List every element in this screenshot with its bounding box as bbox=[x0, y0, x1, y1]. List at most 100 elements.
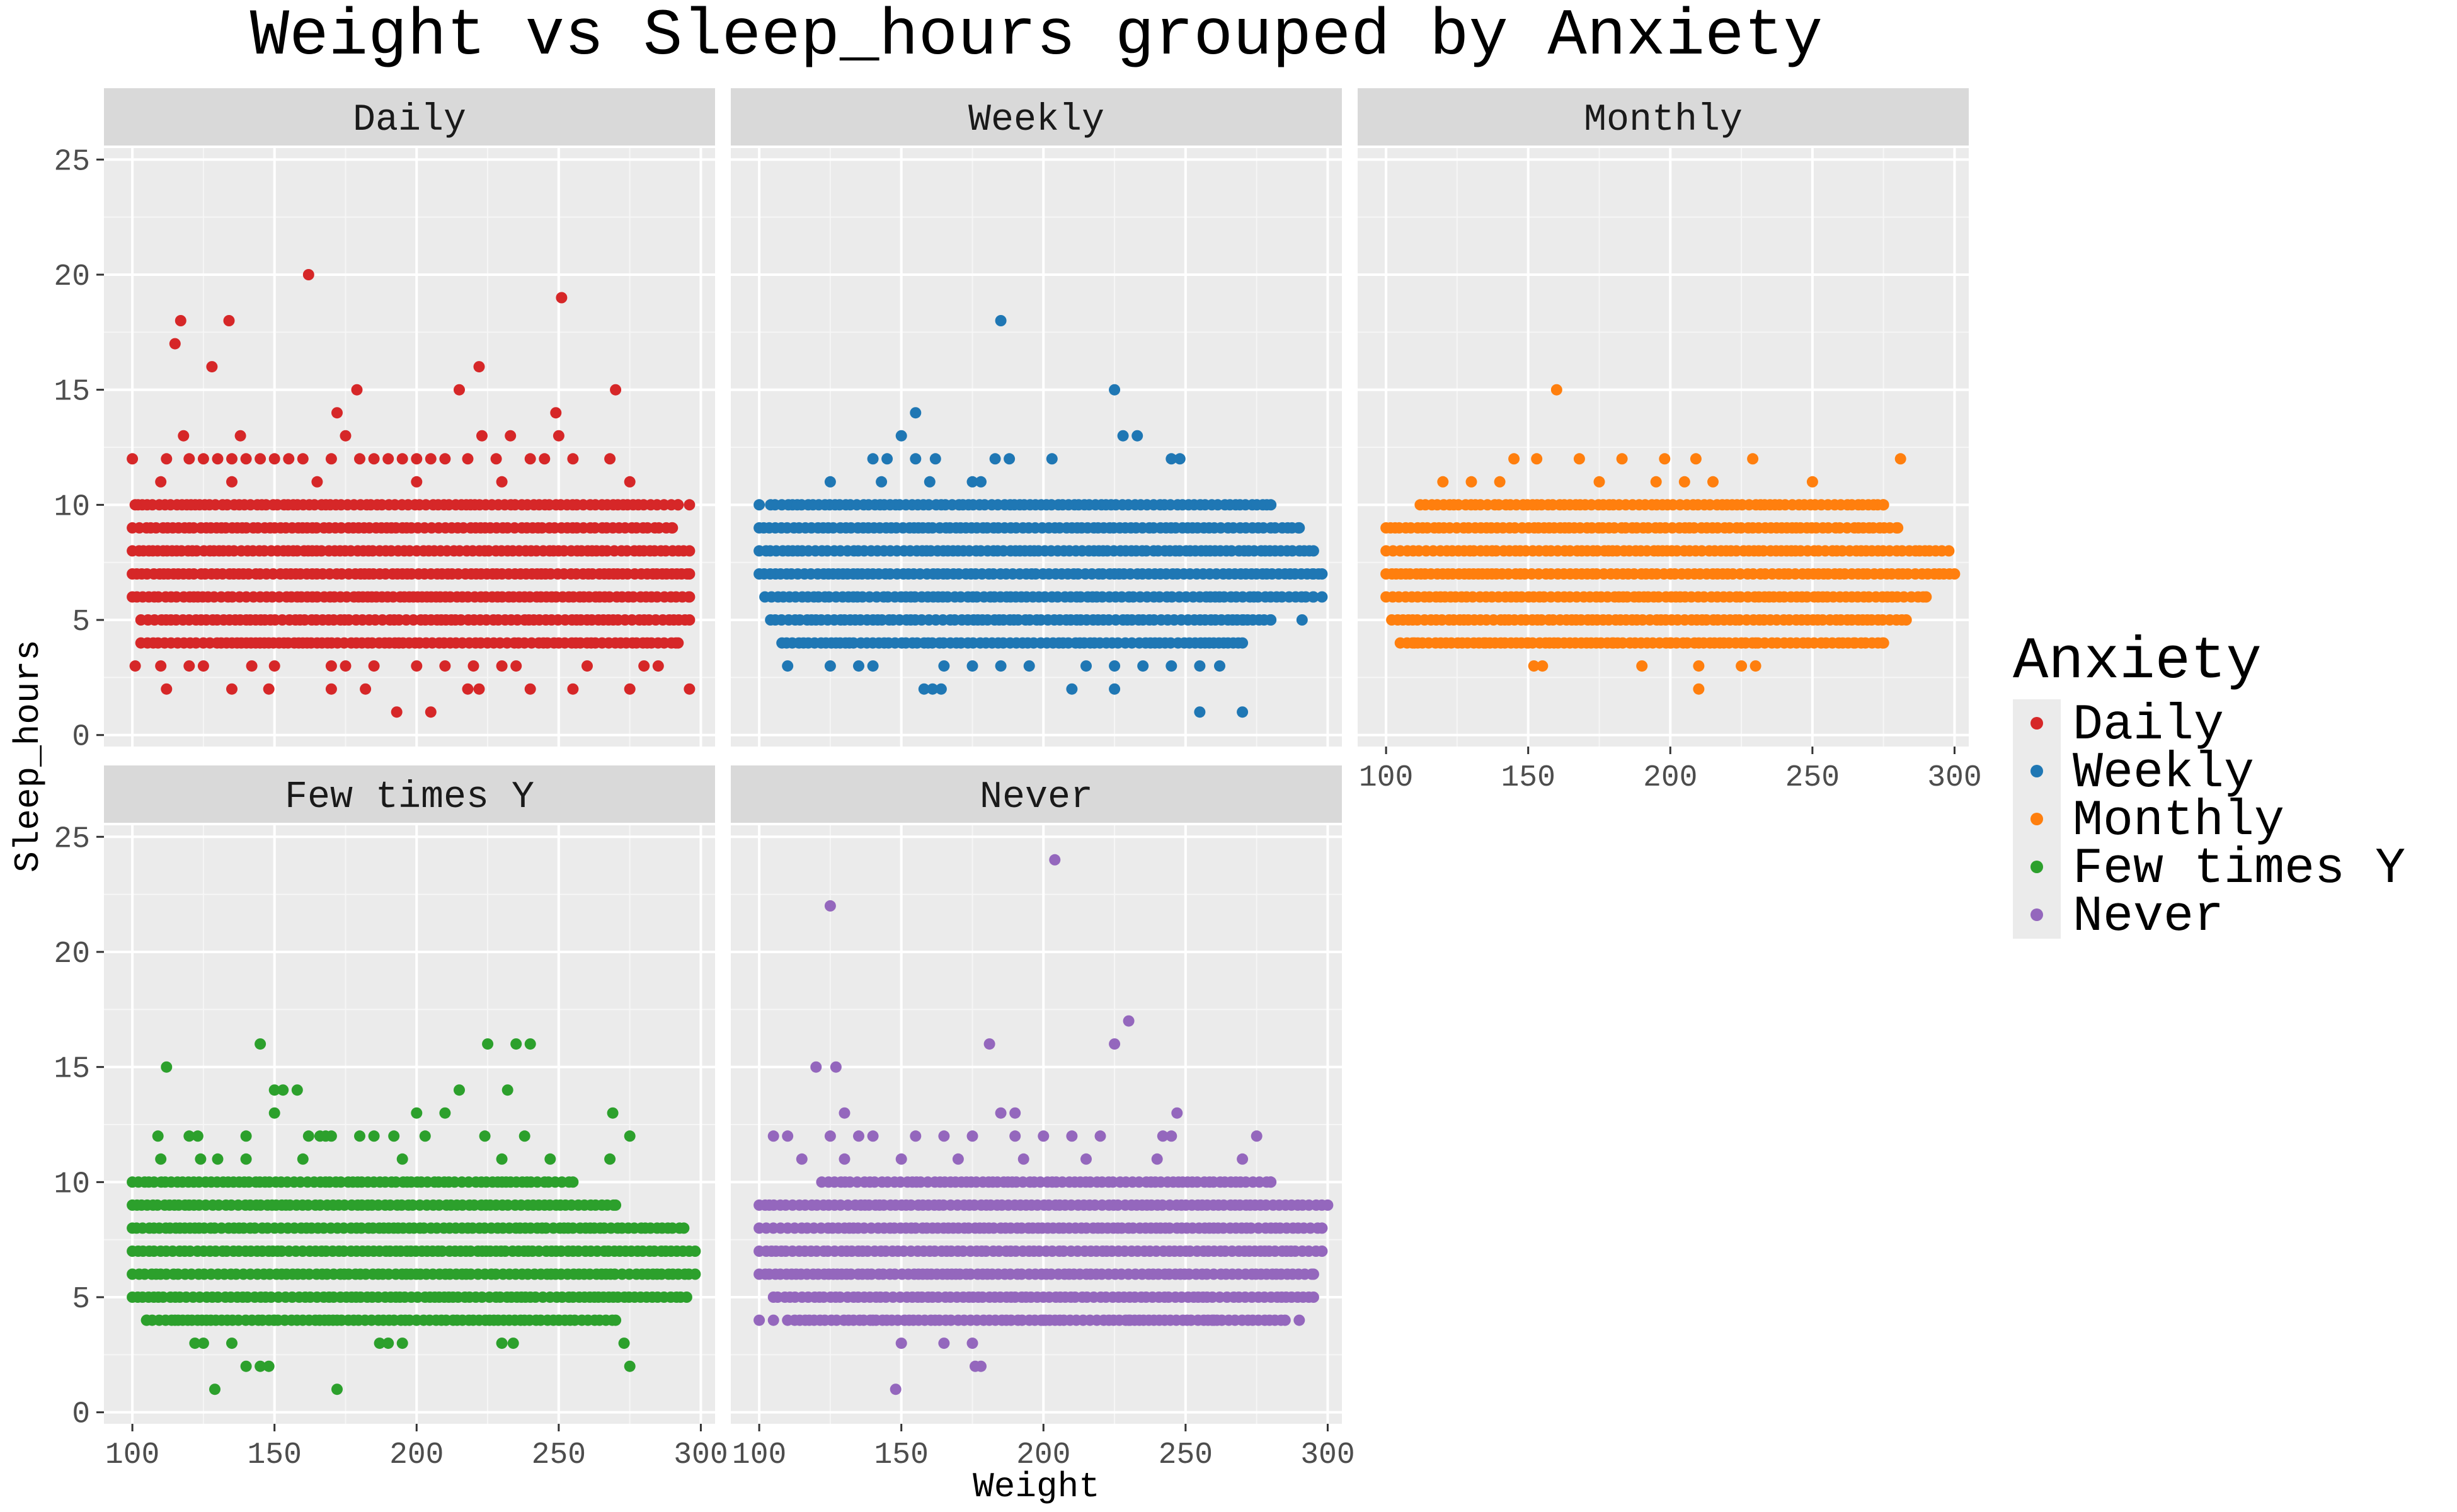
data-point bbox=[938, 1130, 950, 1142]
data-point bbox=[462, 453, 474, 465]
facet-strip-label: Never bbox=[980, 776, 1093, 819]
data-point bbox=[966, 1337, 978, 1349]
data-point bbox=[924, 476, 936, 488]
data-point bbox=[351, 384, 363, 396]
data-point bbox=[824, 476, 836, 488]
data-point bbox=[1528, 660, 1540, 672]
data-point bbox=[638, 660, 650, 672]
data-point bbox=[895, 430, 907, 442]
data-point bbox=[183, 1130, 195, 1142]
data-point bbox=[382, 1337, 394, 1349]
data-point bbox=[263, 683, 275, 695]
data-point bbox=[1046, 453, 1058, 465]
y-tick-label: 25 bbox=[54, 822, 90, 856]
x-tick-label: 300 bbox=[673, 1438, 728, 1472]
x-tick-label: 300 bbox=[1927, 761, 1981, 795]
x-tick-label: 250 bbox=[1159, 1438, 1213, 1472]
data-point bbox=[255, 1038, 266, 1050]
data-point bbox=[1017, 1153, 1029, 1165]
legend-key-4 bbox=[2030, 908, 2043, 921]
y-tick-label: 0 bbox=[72, 1398, 90, 1432]
data-point bbox=[439, 1107, 451, 1119]
data-point bbox=[391, 706, 403, 718]
data-point bbox=[1316, 1246, 1328, 1257]
x-tick-label: 250 bbox=[532, 1438, 586, 1472]
data-point bbox=[340, 430, 352, 442]
data-point bbox=[610, 1314, 622, 1326]
data-point bbox=[1293, 1314, 1305, 1326]
data-point bbox=[1736, 660, 1748, 672]
data-point bbox=[767, 1314, 779, 1326]
data-point bbox=[1307, 591, 1319, 603]
data-point bbox=[824, 660, 836, 672]
data-point bbox=[927, 683, 939, 695]
data-point bbox=[672, 637, 684, 649]
data-point bbox=[268, 1314, 280, 1326]
facet-strip bbox=[1358, 88, 1969, 146]
data-point bbox=[360, 683, 372, 695]
data-point bbox=[454, 1084, 465, 1096]
data-point bbox=[161, 1061, 173, 1073]
data-point bbox=[581, 660, 593, 672]
data-point bbox=[496, 476, 508, 488]
data-point bbox=[234, 430, 246, 442]
data-point bbox=[419, 1130, 431, 1142]
data-point bbox=[197, 660, 209, 672]
data-point bbox=[501, 1084, 513, 1096]
data-point bbox=[567, 683, 579, 695]
y-tick-label: 10 bbox=[54, 1167, 90, 1201]
data-point bbox=[268, 660, 280, 672]
data-point bbox=[689, 1268, 701, 1280]
data-point bbox=[1531, 453, 1543, 465]
data-point bbox=[169, 338, 181, 350]
data-point bbox=[1690, 453, 1702, 465]
data-point bbox=[382, 453, 394, 465]
series-points-Never bbox=[753, 854, 1334, 1395]
data-point bbox=[1166, 1130, 1177, 1142]
data-point bbox=[810, 1061, 822, 1073]
data-point bbox=[268, 453, 280, 465]
data-point bbox=[918, 683, 930, 695]
data-point bbox=[684, 568, 696, 580]
data-point bbox=[1316, 1222, 1328, 1234]
data-point bbox=[890, 1383, 902, 1395]
data-point bbox=[240, 1360, 252, 1372]
data-point bbox=[652, 660, 664, 672]
legend-key-3 bbox=[2030, 861, 2043, 873]
data-point bbox=[197, 453, 209, 465]
data-point bbox=[867, 453, 879, 465]
data-point bbox=[1049, 854, 1061, 866]
data-point bbox=[1109, 384, 1121, 396]
y-tick-label: 0 bbox=[72, 721, 90, 755]
data-point bbox=[1678, 476, 1690, 488]
data-point bbox=[610, 384, 622, 396]
data-point bbox=[881, 453, 893, 465]
x-tick-label: 200 bbox=[1016, 1438, 1070, 1472]
data-point bbox=[311, 476, 323, 488]
facet-strip bbox=[731, 765, 1342, 823]
data-point bbox=[618, 1337, 630, 1349]
x-tick-label: 250 bbox=[1785, 761, 1840, 795]
y-tick-label: 20 bbox=[54, 260, 90, 294]
data-point bbox=[624, 1360, 636, 1372]
data-point bbox=[684, 614, 696, 626]
data-point bbox=[331, 407, 343, 419]
facet-panel-2: Monthly 100 150 200 250 300 bbox=[1358, 88, 1982, 795]
data-point bbox=[496, 1153, 508, 1165]
data-point bbox=[830, 1061, 842, 1073]
data-point bbox=[1038, 1130, 1050, 1142]
data-point bbox=[183, 453, 195, 465]
data-point bbox=[195, 1153, 207, 1165]
data-point bbox=[684, 683, 696, 695]
data-point bbox=[1573, 453, 1585, 465]
data-point bbox=[824, 1130, 836, 1142]
data-point bbox=[1707, 476, 1719, 488]
data-point bbox=[209, 1383, 220, 1395]
data-point bbox=[155, 1153, 167, 1165]
data-point bbox=[1109, 660, 1121, 672]
data-point bbox=[268, 1084, 280, 1096]
data-point bbox=[510, 1038, 522, 1050]
data-point bbox=[524, 1038, 536, 1050]
data-point bbox=[212, 1153, 224, 1165]
